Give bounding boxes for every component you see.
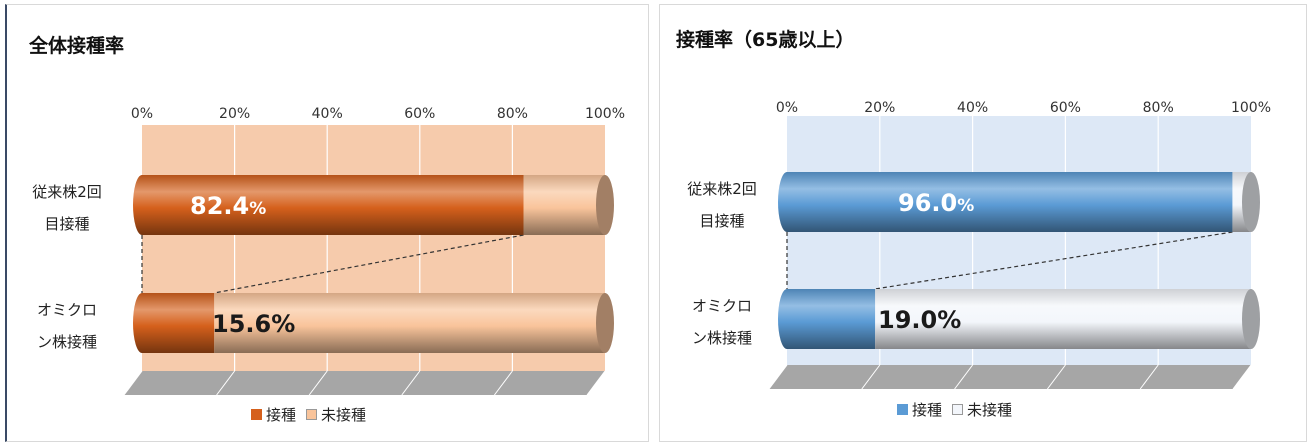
floor-gridline xyxy=(123,370,143,396)
legend-label: 未接種 xyxy=(967,401,1013,419)
tick-label: 20% xyxy=(864,100,895,116)
legend-item-unvaccinated: 未接種 xyxy=(306,404,366,425)
legend-item-vaccinated: 接種 xyxy=(897,399,942,420)
bar-segment xyxy=(214,293,605,353)
category-label: オミクロ xyxy=(37,301,97,319)
bar-end-cap xyxy=(596,175,614,235)
floor-gridline xyxy=(1046,364,1066,390)
legend-swatch xyxy=(306,409,318,420)
bar-segment xyxy=(787,172,1233,232)
floor-gridline xyxy=(1232,364,1252,390)
tick-label: 0% xyxy=(776,100,798,116)
legend-swatch xyxy=(251,409,262,420)
data-label: 19.0% xyxy=(878,306,961,334)
series-line xyxy=(875,231,1233,290)
chart-panel-overall: 全体接種率 0% 20% 40% 60% 80% 100% 従来株2回目接種 82.4% オミク… xyxy=(5,4,649,442)
series-line xyxy=(214,234,524,294)
legend-swatch xyxy=(952,404,964,415)
tick-label: 100% xyxy=(1231,100,1271,116)
chart-floor xyxy=(124,371,605,395)
legend-item-unvaccinated: 未接種 xyxy=(952,399,1012,420)
tick-label: 100% xyxy=(585,106,625,122)
tick-label: 40% xyxy=(312,106,343,122)
floor-gridline xyxy=(493,370,513,396)
data-label: 96.0% xyxy=(898,189,974,217)
floor-gridline xyxy=(308,370,328,396)
tick-label: 80% xyxy=(497,106,528,122)
chart-title: 全体接種率 xyxy=(29,35,125,57)
chart-panel-65-plus: 接種率（65歳以上） 0% 20% 40% 60% 80% 100% 従来株2回目接種 96.… xyxy=(659,4,1307,442)
floor-gridline xyxy=(401,370,421,396)
tick-label: 60% xyxy=(404,106,435,122)
data-label: 15.6% xyxy=(212,310,295,338)
bar-segment xyxy=(142,293,215,353)
tick-label: 60% xyxy=(1050,100,1081,116)
legend-label: 接種 xyxy=(912,401,943,419)
chart-legend: 接種 未接種 xyxy=(251,404,376,425)
bar-start-cap xyxy=(778,289,796,349)
tick-label: 0% xyxy=(131,106,153,122)
tick-label: 80% xyxy=(1143,100,1174,116)
category-label: 従来株2回 xyxy=(687,180,757,198)
bar-start-cap xyxy=(778,172,796,232)
category-label: オミクロ xyxy=(692,297,752,315)
category-label: ン株接種 xyxy=(692,329,752,347)
bar-end-cap xyxy=(596,293,614,353)
floor-gridline xyxy=(861,364,881,390)
category-label: ン株接種 xyxy=(37,333,97,351)
legend-item-vaccinated: 接種 xyxy=(251,404,296,425)
category-label: 目接種 xyxy=(699,212,744,230)
chart-legend: 接種 未接種 xyxy=(897,399,1022,420)
floor-gridline xyxy=(216,370,236,396)
floor-gridline xyxy=(954,364,974,390)
bar-segment xyxy=(875,289,1251,349)
data-label: 82.4% xyxy=(190,192,266,220)
tick-label: 20% xyxy=(219,106,250,122)
floor-gridline xyxy=(1139,364,1159,390)
bar-end-cap xyxy=(1242,289,1260,349)
floor-gridline xyxy=(586,370,606,396)
bar-start-cap xyxy=(133,293,151,353)
chart-floor xyxy=(769,365,1251,389)
legend-label: 未接種 xyxy=(321,406,367,424)
bar-segment xyxy=(142,175,524,235)
tick-label: 40% xyxy=(957,100,988,116)
category-label: 目接種 xyxy=(44,215,89,233)
category-label: 従来株2回 xyxy=(32,183,102,201)
bar-segment xyxy=(787,289,876,349)
legend-swatch xyxy=(897,404,908,415)
chart-title: 接種率（65歳以上） xyxy=(676,29,855,51)
bar-end-cap xyxy=(1242,172,1260,232)
bar-segment xyxy=(523,175,605,235)
legend-label: 接種 xyxy=(266,406,297,424)
bar-start-cap xyxy=(133,175,151,235)
floor-gridline xyxy=(768,364,788,390)
